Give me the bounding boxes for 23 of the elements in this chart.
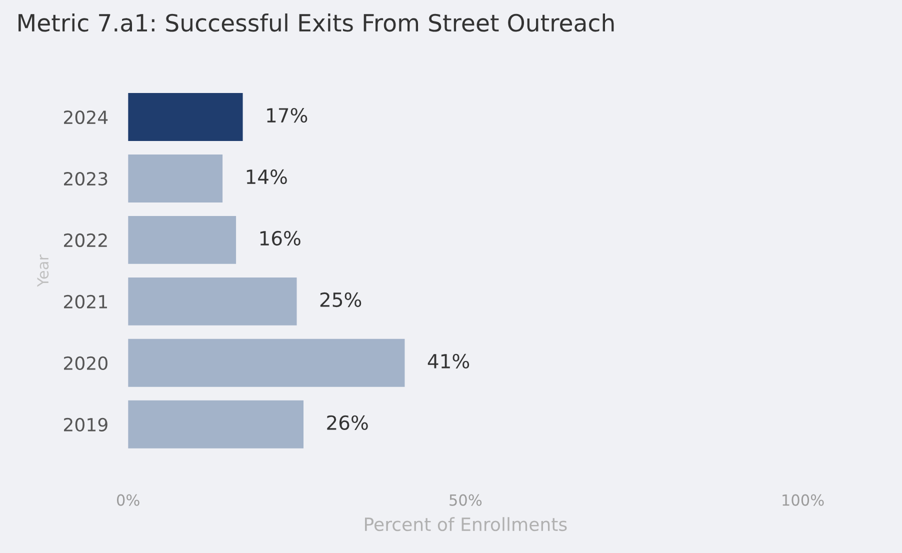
y-tick-label: 2023 (64, 172, 108, 186)
data-label: 17% (267, 108, 308, 123)
x-tick-label: 100% (782, 494, 824, 506)
bar (128, 216, 236, 264)
bar (128, 338, 405, 387)
y-tick-label: 2020 (64, 356, 108, 370)
chart-title: Metric 7.a1: Successful Exits From Street Outreach (18, 13, 614, 32)
x-tick-label: 0% (116, 494, 140, 506)
bar (128, 277, 297, 326)
data-label: 14% (246, 169, 287, 184)
y-tick-label: 2021 (64, 294, 107, 309)
y-tick-label: 2019 (64, 418, 108, 432)
y-tick-label: 2022 (64, 233, 107, 248)
data-label: 26% (327, 415, 368, 430)
bar (128, 154, 223, 202)
bar (128, 400, 304, 448)
x-tick-label: 50% (450, 494, 482, 506)
x-axis-title: Percent of Enrollments (365, 517, 567, 532)
data-label: 16% (260, 230, 300, 246)
bar (128, 93, 243, 141)
data-label: 25% (320, 292, 362, 308)
y-tick-label: 2024 (64, 110, 108, 124)
data-label: 41% (428, 354, 470, 369)
